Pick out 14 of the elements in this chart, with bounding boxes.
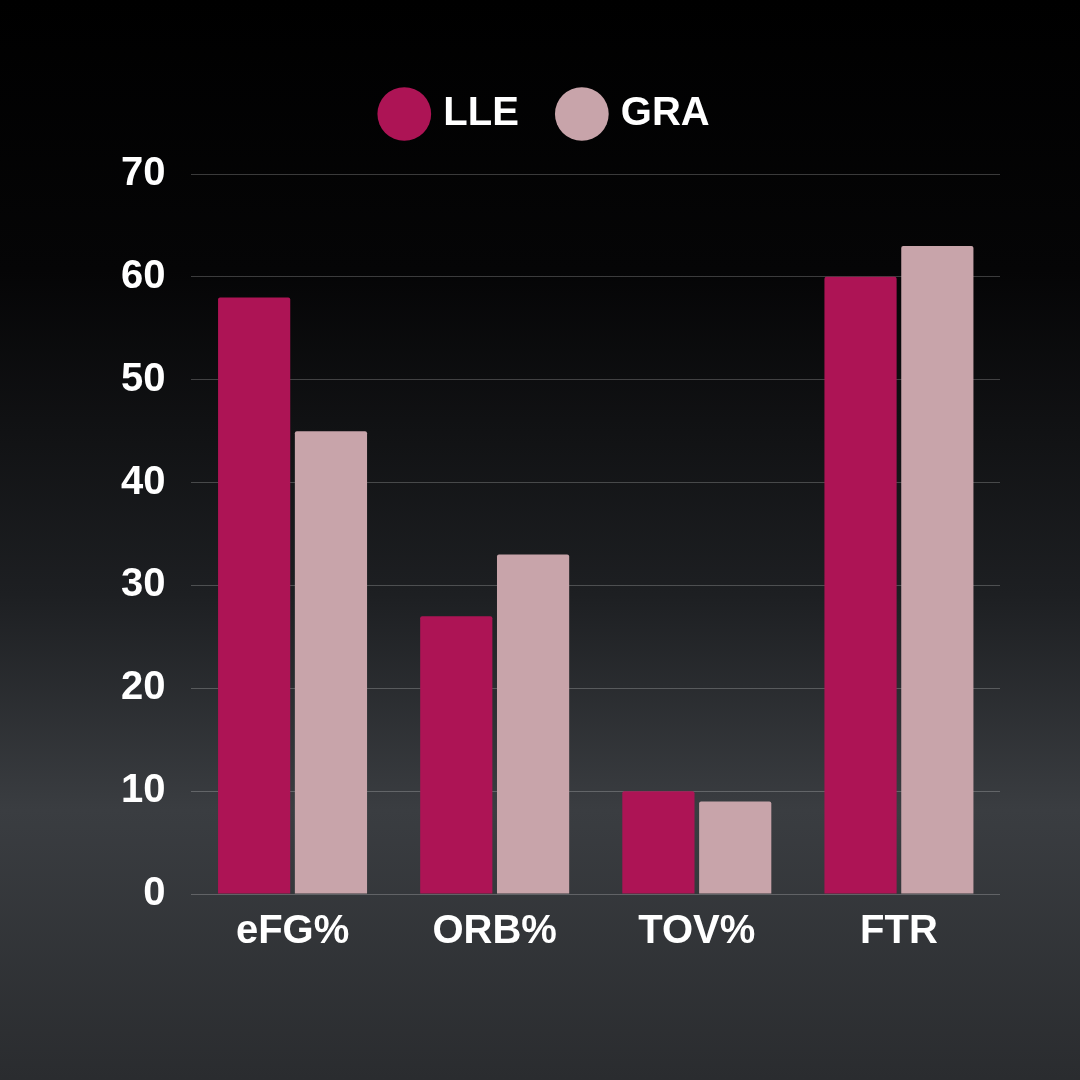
x-tick-label: TOV% [638,907,756,952]
x-tick-label: FTR [860,907,938,952]
y-tick-label: 40 [120,457,166,502]
y-tick-label: 60 [120,251,166,296]
y-tick-label: 0 [143,869,166,914]
y-tick-label: 10 [120,766,166,811]
y-tick-label: 70 [120,149,166,194]
y-tick-label: 30 [120,560,166,605]
legend-label: LLE [443,89,519,134]
legend-label: GRA [620,89,710,134]
x-tick-label: eFG% [235,907,350,952]
y-tick-label: 20 [120,663,166,708]
x-tick-label: ORB% [432,907,557,952]
y-tick-label: 50 [120,354,166,399]
